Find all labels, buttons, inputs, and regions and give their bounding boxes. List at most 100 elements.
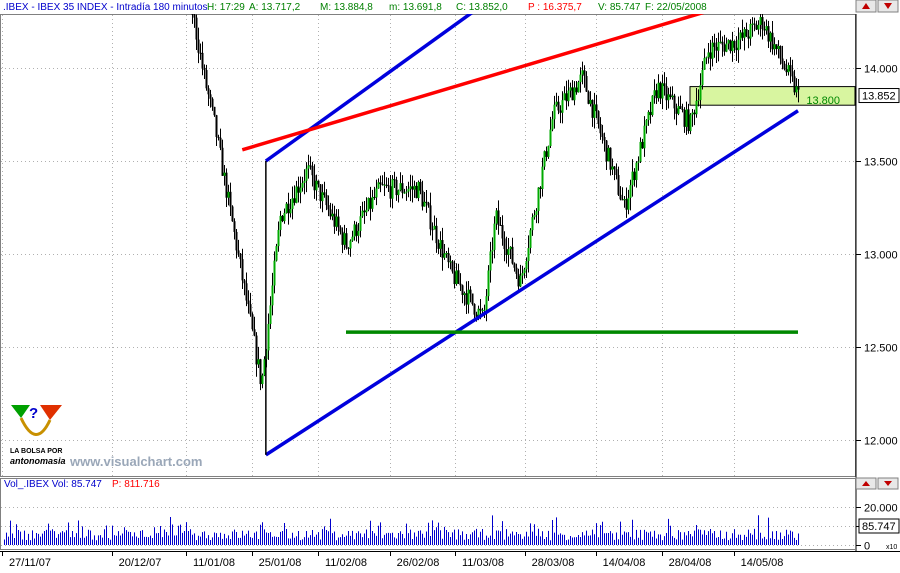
date-tick-label: 27/11/07 — [9, 557, 51, 568]
price-bar-body — [357, 230, 360, 236]
price-bar-body — [585, 75, 588, 92]
price-bar-body — [231, 206, 234, 222]
price-bar-body — [569, 87, 572, 91]
price-bar-body — [749, 23, 752, 39]
price-bar-body — [681, 109, 684, 111]
price-bar-body — [539, 187, 542, 190]
price-bar-body — [397, 190, 400, 196]
price-bar-body — [195, 17, 198, 40]
price-bar-body — [719, 41, 722, 43]
price-tick-label: 12.000 — [864, 436, 898, 448]
price-bar-body — [353, 224, 356, 237]
price-bar-body — [557, 101, 560, 111]
price-bar-body — [313, 175, 316, 191]
price-bar-body — [543, 151, 546, 167]
price-bar-body — [723, 44, 726, 52]
price-bar-body — [393, 179, 396, 181]
price-bar-body — [737, 39, 740, 51]
price-bar-body — [219, 137, 222, 148]
price-bar-body — [705, 57, 708, 59]
last-price-badge-box — [858, 88, 900, 104]
date-tick-label: 20/12/07 — [119, 557, 162, 568]
price-bar-body — [339, 227, 342, 232]
price-bar-body — [679, 106, 682, 110]
price-bar-body — [725, 43, 728, 52]
date-tick-label: 28/03/08 — [532, 557, 575, 568]
price-tick-label: 13.500 — [864, 157, 898, 169]
price-bar-body — [235, 231, 238, 251]
price-bar-body — [425, 201, 428, 203]
price-bar-body — [555, 101, 558, 105]
price-bar-body — [467, 289, 470, 305]
price-bar-body — [291, 198, 294, 210]
price-bar-body — [793, 76, 796, 93]
price-bar-body — [707, 52, 710, 58]
price-bar-body — [475, 314, 478, 317]
price-bar-body — [683, 110, 686, 127]
price-bar-body — [193, 14, 196, 18]
price-bar-body — [591, 99, 594, 118]
date-tick-label: 14/05/08 — [741, 557, 784, 568]
price-bar-body — [607, 147, 610, 162]
volume-scroll-up-icon[interactable] — [855, 477, 877, 490]
price-bar-body — [257, 359, 260, 365]
price-bar-body — [647, 111, 650, 121]
price-bar-body — [245, 283, 248, 301]
price-bar-body — [795, 86, 798, 93]
price-bar-body — [307, 165, 310, 169]
header-low: m: 13.691,8 — [389, 2, 442, 13]
price-bar-body — [293, 198, 296, 203]
price-bar-body — [487, 270, 490, 297]
price-bar-body — [751, 23, 754, 25]
header-volume: V: 85.747 — [598, 2, 641, 13]
price-bar-body — [659, 82, 662, 99]
price-bar-body — [527, 247, 530, 262]
price-bar-body — [431, 229, 434, 231]
price-bar-body — [351, 236, 354, 241]
price-bar-body — [215, 115, 218, 137]
price-bar-body — [347, 247, 350, 249]
volume-tick-label: 0 — [864, 541, 870, 553]
price-bar-body — [455, 270, 458, 285]
price-bar-body — [537, 187, 540, 211]
price-bar-body — [243, 280, 246, 284]
price-bar-body — [285, 203, 288, 213]
price-bar-body — [505, 249, 508, 255]
price-bar-body — [663, 83, 666, 87]
price-bar-body — [593, 104, 596, 118]
price-bar-body — [709, 52, 712, 59]
scroll-up-icon[interactable] — [855, 0, 877, 13]
price-bar-body — [437, 243, 440, 249]
price-bar-body — [305, 168, 308, 181]
price-bar-body — [513, 263, 516, 268]
price-bar-body — [279, 215, 282, 230]
price-bar-body — [429, 205, 432, 230]
price-bar-body — [695, 100, 698, 115]
price-axis: 12.00012.50013.00013.50014.00014.50015.0… — [856, 64, 898, 448]
logo-right-shape — [40, 405, 62, 420]
price-bar-body — [371, 196, 374, 209]
price-bar-body — [761, 17, 764, 30]
price-bar-body — [745, 29, 748, 37]
price-bar-body — [517, 273, 520, 287]
price-bar-body — [501, 225, 504, 239]
volume-scroll-down-icon[interactable] — [877, 477, 899, 490]
price-bar-body — [315, 180, 318, 191]
price-bar-body — [619, 194, 622, 200]
trendline-upper-channel — [264, 14, 474, 163]
price-bar-body — [687, 109, 690, 132]
price-bar-body — [571, 87, 574, 101]
price-bar-body — [667, 94, 670, 101]
price-bar-body — [489, 251, 492, 271]
scroll-down-icon[interactable] — [877, 0, 899, 13]
price-bar-body — [631, 171, 634, 186]
price-bar-body — [259, 359, 262, 385]
date-tick-label: 11/02/08 — [325, 557, 367, 568]
price-bar-body — [277, 229, 280, 247]
price-bar-body — [391, 179, 394, 199]
price-bar-body — [675, 108, 678, 114]
price-bar-body — [767, 26, 770, 42]
price-bar-body — [753, 23, 756, 25]
price-bar-body — [689, 114, 692, 132]
price-bar-body — [485, 296, 488, 310]
